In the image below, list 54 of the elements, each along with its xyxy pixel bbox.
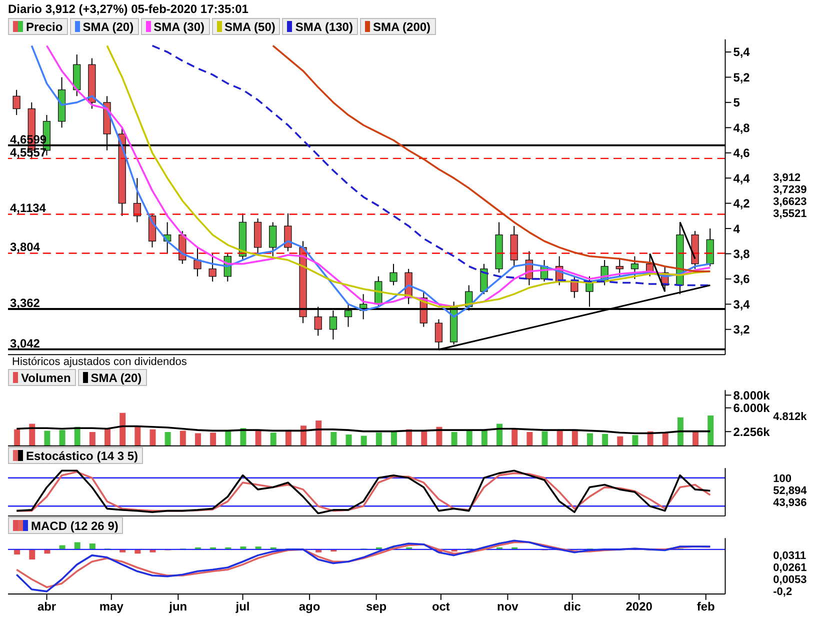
- y-tick-label: 5: [733, 96, 740, 110]
- y-tick-label: 3,4: [733, 297, 750, 312]
- text: 3,912: [773, 172, 802, 184]
- x-tick-label: jul: [234, 599, 250, 614]
- x-tick-label: ago: [298, 599, 320, 614]
- chart-title: Diario 3,912 (+3,27%) 05-feb-2020 17:35:01: [8, 2, 250, 18]
- legend-label: SMA (20): [90, 370, 142, 384]
- x-tick-label: abr: [37, 599, 56, 614]
- y-tick-label: 3,6: [733, 272, 750, 286]
- x-tick-label: nov: [497, 599, 519, 614]
- y-tick-label: 3,8: [733, 246, 750, 261]
- y-tick-label: 8.000k: [733, 388, 770, 402]
- text: 3,7239: [773, 184, 808, 196]
- text: 0,0053: [773, 574, 808, 586]
- x-tick-label: dic: [564, 599, 582, 614]
- x-tick-label: feb: [696, 599, 715, 614]
- text: Históricos ajustados con dividendos: [11, 356, 188, 369]
- text: 0,0261: [773, 562, 808, 574]
- legend-title: Estocástico (14 3 5): [26, 448, 138, 462]
- y-tick-label: 4,8: [733, 120, 750, 135]
- text: 4.812k: [773, 410, 808, 422]
- legend-title: MACD (12 26 9): [31, 518, 118, 532]
- text: 0,0311: [773, 550, 808, 562]
- legend-title: Precio: [26, 20, 63, 34]
- text: 43,936: [773, 496, 808, 508]
- legend-label: SMA (50): [224, 20, 276, 34]
- ref-line-label: 4,1134: [10, 201, 46, 216]
- y-tick-label: 4,2: [733, 196, 750, 211]
- text: -0,2: [773, 586, 794, 598]
- legend-label: SMA (130): [295, 20, 353, 34]
- text: 100: [773, 472, 792, 484]
- y-tick-label: 4,6: [733, 146, 750, 160]
- y-tick-label: 2.256k: [733, 424, 770, 439]
- y-tick-label: 5,2: [733, 70, 750, 84]
- y-tick-label: 4,4: [733, 171, 750, 186]
- ref-line-label: 3,804: [10, 240, 40, 254]
- legend-label: Volumen: [21, 370, 71, 384]
- ref-line-label: 3,042: [10, 336, 40, 350]
- x-tick-label: sep: [366, 599, 387, 614]
- legend-label: SMA (30): [154, 20, 204, 34]
- x-tick-label: oct: [432, 599, 450, 614]
- legend-label: SMA (20): [82, 20, 134, 34]
- ref-line-label: 3,362: [10, 296, 40, 310]
- y-tick-label: 3,2: [733, 322, 750, 337]
- legend-label: SMA (200): [372, 20, 431, 34]
- text: 3,6623: [773, 196, 808, 208]
- text: 3,5521: [773, 208, 808, 220]
- text: 52,894: [773, 484, 808, 496]
- x-tick-label: 2020: [626, 599, 653, 614]
- y-tick-label: 5,4: [733, 45, 750, 60]
- y-tick-label: 6.000k: [733, 401, 770, 416]
- y-tick-label: 4: [733, 222, 740, 236]
- x-tick-label: may: [99, 599, 124, 614]
- x-tick-label: jun: [168, 599, 188, 614]
